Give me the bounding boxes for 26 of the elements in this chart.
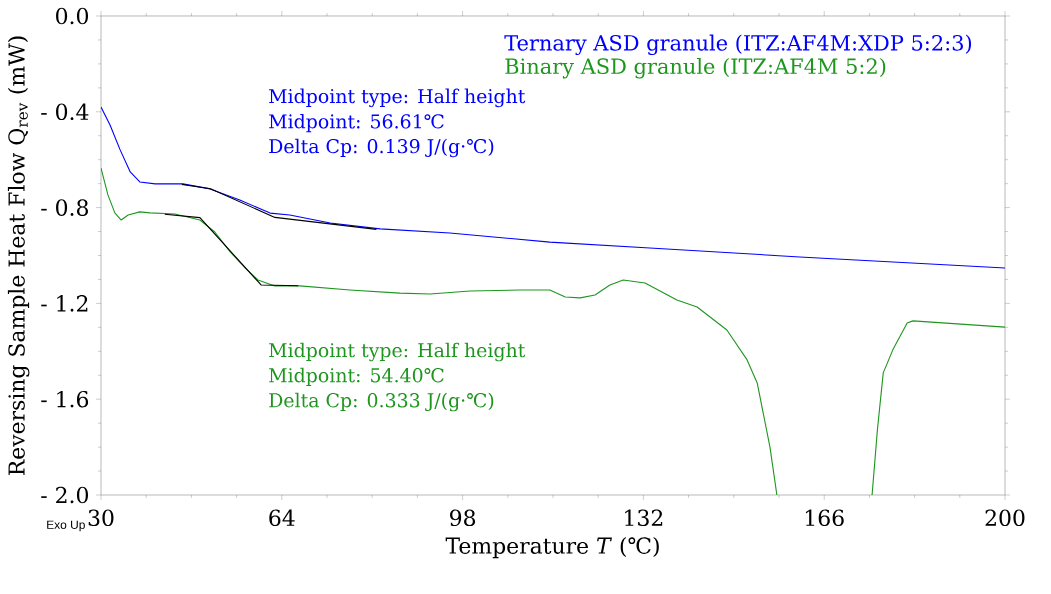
y-tick-label: - 1.6 <box>41 390 89 408</box>
annotation: Midpoint type: Half height <box>269 342 526 362</box>
y-tick-label: - 1.2 <box>41 295 88 312</box>
annotation: Midpoint: 56.61℃ <box>269 113 444 133</box>
line-series <box>181 183 378 230</box>
text: Ternary ASD granule (ITZ:AF4M:XDP 5:2:3) <box>504 34 972 56</box>
annotation: Midpoint: 54.40℃ <box>269 367 444 387</box>
y-tick-label: - 0.4 <box>41 103 89 121</box>
x-tick-label: 30 <box>88 509 114 527</box>
x-tick-label: 200 <box>985 509 1025 527</box>
y-tick-label: - 2.0 <box>41 486 88 504</box>
annotation: Midpoint type: Half height <box>269 88 526 108</box>
x-tick-label: 64 <box>269 509 295 527</box>
y-axis-title: Reversing Sample Heat Flow Q$_{rev}$ (mW) <box>7 36 30 476</box>
line-series <box>164 213 299 287</box>
y-tick-label: - 0.8 <box>41 199 88 216</box>
x-axis-title: Temperature T (℃) <box>445 536 659 559</box>
x-tick-label: 166 <box>805 509 844 527</box>
text: Binary ASD granule (ITZ:AF4M 5:2) <box>505 57 886 79</box>
x-tick-label: 98 <box>450 509 476 527</box>
line-series <box>101 106 1006 269</box>
annotation: Delta Cp: 0.333 J/(g·℃) <box>269 392 494 412</box>
x-tick-label: 132 <box>625 509 663 527</box>
annotation: Delta Cp: 0.139 J/(g·℃) <box>269 138 494 158</box>
text: Exo Up <box>47 520 85 532</box>
y-tick-label: 0.0 <box>56 7 89 25</box>
